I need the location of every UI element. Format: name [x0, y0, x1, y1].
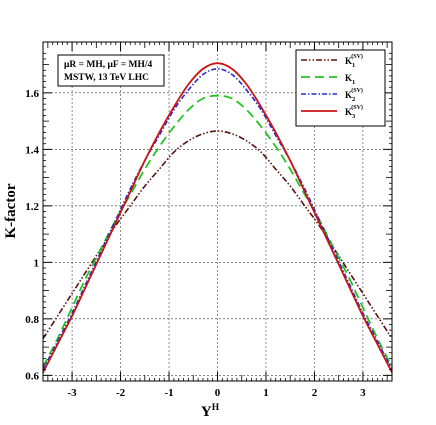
legend-label-sup: (SV) — [351, 87, 363, 94]
x-tick-label: -3 — [67, 387, 77, 399]
annotation-line-1: μR = MH, μF = MH/4 — [64, 60, 153, 70]
y-tick-label: 1.4 — [25, 144, 39, 156]
y-tick-label: 1 — [34, 257, 40, 269]
legend-label-sub: 3 — [352, 113, 356, 120]
series-line-k1 — [42, 94, 393, 368]
x-tick-label: 2 — [312, 387, 318, 399]
y-tick-label: 0.8 — [25, 314, 39, 326]
series-line-k3sv — [42, 62, 393, 373]
x-tick-label: 3 — [360, 387, 366, 399]
legend-label: K2 (SV) — [345, 87, 363, 103]
legend-label: K1 (SV) — [345, 53, 363, 69]
series-lines — [42, 62, 393, 373]
annotation-line-2: MSTW, 13 TeV LHC — [64, 73, 149, 83]
annotation-box: μR = MH, μF = MH/4 MSTW, 13 TeV LHC — [57, 54, 165, 87]
y-tick-label: 0.6 — [25, 370, 39, 382]
legend-label-sup: (SV) — [351, 104, 363, 111]
legend-label-main: K — [345, 73, 352, 83]
y-tick-label: 1.6 — [25, 88, 39, 100]
legend-label-sub: 2 — [352, 96, 355, 103]
x-axis-label-sup: H — [212, 403, 220, 413]
legend-label-sub: 1 — [352, 79, 355, 86]
legend-label-main: K — [345, 107, 352, 117]
legend-label: K1 — [345, 73, 355, 86]
legend-label: K3 (SV) — [345, 104, 363, 120]
legend-label-main: K — [345, 90, 352, 100]
x-axis-label: YH — [201, 403, 220, 420]
tick-labels: -3 -2 -1 0 1 2 3 0.6 0.8 1 1.2 1.4 1.6 — [25, 88, 366, 399]
legend-box — [295, 49, 386, 127]
x-tick-label: 0 — [215, 387, 221, 399]
legend-label-sub: 1 — [352, 62, 355, 69]
y-axis-label: K-factor — [3, 183, 19, 238]
x-tick-label: 1 — [263, 387, 269, 399]
x-tick-label: -1 — [164, 387, 173, 399]
legend-label-main: K — [345, 56, 352, 66]
axis-ticks — [43, 42, 392, 381]
x-tick-label: -2 — [116, 387, 126, 399]
y-tick-label: 1.2 — [25, 201, 39, 213]
legend-label-sup: (SV) — [351, 53, 363, 60]
